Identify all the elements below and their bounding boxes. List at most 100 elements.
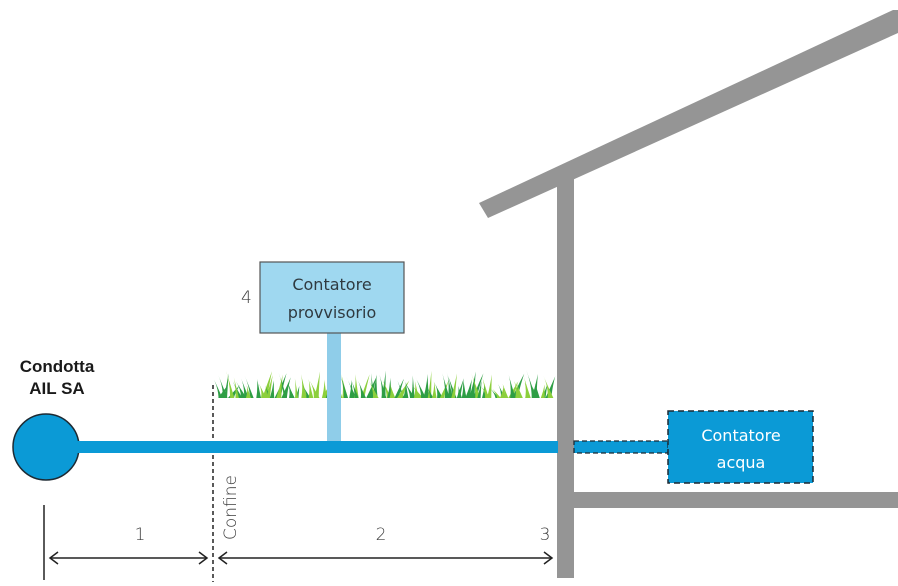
grass-blade: [514, 380, 521, 398]
grass-blade: [427, 370, 432, 398]
grass-blade: [339, 372, 348, 398]
grass-blade: [302, 381, 307, 398]
grass-blade: [281, 377, 291, 398]
temporary-meter-number: 4: [241, 288, 252, 308]
grass-blade: [368, 380, 379, 398]
grass-blade: [447, 375, 454, 398]
grass-blade: [266, 375, 273, 398]
grass-blade: [439, 381, 449, 398]
grass-blade: [431, 381, 437, 398]
grass-blade: [508, 375, 516, 398]
grass-blade: [309, 379, 320, 398]
grass-blade: [482, 384, 486, 398]
grass-blade: [465, 379, 472, 398]
grass-blade: [543, 375, 554, 398]
service-pipe: [76, 441, 558, 453]
grass-blade: [349, 379, 354, 398]
grass-blade: [397, 380, 410, 398]
grass-blade: [256, 378, 261, 398]
grass-blade: [502, 383, 509, 398]
indoor-pipe: [573, 440, 669, 454]
grass-blade: [414, 376, 426, 398]
building-wall: [557, 178, 574, 578]
dimension-arrow-2: [217, 551, 554, 565]
grass-blade: [523, 377, 531, 398]
boundary-label: Confine: [221, 475, 241, 540]
grass-blade: [535, 383, 540, 398]
grass-blade: [245, 385, 251, 398]
grass-blade: [341, 374, 349, 398]
grass-blade: [308, 378, 314, 398]
grass-blade: [287, 382, 295, 398]
water-meter-label-line1: Contatore: [701, 426, 780, 445]
grass-blade: [366, 375, 377, 398]
temporary-meter-label-line1: Contatore: [292, 275, 371, 294]
grass-blade: [402, 378, 415, 398]
grass-blade: [526, 370, 537, 398]
grass-blade: [456, 385, 463, 398]
temporary-meter-box: [259, 261, 405, 334]
segment-3-label: 3: [540, 525, 551, 545]
grass-blade: [294, 378, 299, 398]
grass-blade: [371, 374, 378, 398]
dimension-arrow-1: [48, 551, 209, 565]
grass-blade: [233, 377, 239, 398]
grass-blade: [314, 371, 321, 398]
grass-blade: [530, 383, 539, 398]
grass-blade: [262, 371, 273, 398]
temporary-meter-label-line2: provvisorio: [288, 303, 377, 322]
grass-blade: [259, 383, 267, 398]
building-roof: [479, 10, 898, 218]
grass-blade: [410, 383, 424, 398]
grass-blade: [489, 385, 501, 398]
grass-blade: [403, 382, 408, 398]
water-meter-box: [667, 410, 814, 484]
main-pipe-label-line1: Condotta: [20, 357, 95, 376]
grass-blade: [426, 385, 434, 398]
grass-blade: [394, 378, 404, 398]
grass-blade: [301, 374, 308, 398]
grass-blade: [381, 376, 391, 398]
grass-blade: [478, 383, 492, 398]
grass-blade: [361, 374, 370, 398]
grass-blade: [381, 370, 386, 398]
grass-blade: [276, 374, 283, 398]
grass-blade: [350, 379, 359, 398]
grass-blade: [540, 384, 545, 398]
grass-blade: [302, 384, 311, 398]
building-floor: [574, 492, 898, 508]
grass-blade: [487, 385, 500, 398]
grass-blade: [461, 378, 467, 398]
grass-blade: [451, 373, 457, 398]
grass-blade: [487, 374, 492, 398]
grass-blade: [218, 375, 228, 398]
grass-blade: [512, 373, 525, 398]
water-meter-label-line2: acqua: [717, 453, 766, 472]
grass-blade: [471, 373, 481, 398]
temporary-meter-stem: [327, 333, 341, 441]
grass-blade: [432, 380, 443, 398]
grass-strip: [212, 370, 556, 398]
main-pipe-label-line2: AIL SA: [29, 379, 84, 398]
grass-blade: [442, 373, 450, 398]
grass-blade: [481, 376, 489, 398]
grass-blade: [469, 371, 476, 398]
grass-blade: [223, 373, 229, 398]
grass-blade: [295, 385, 300, 398]
grass-blade: [212, 377, 223, 398]
grass-blade: [423, 373, 430, 398]
segment-2-label: 2: [376, 525, 387, 545]
grass-blade: [499, 385, 506, 398]
grass-blade: [235, 380, 247, 398]
grass-blade: [389, 383, 396, 398]
grass-blade: [244, 375, 254, 398]
grass-blade: [226, 370, 235, 398]
grass-blade: [358, 380, 366, 398]
grass-blade: [477, 380, 482, 398]
grass-blade: [269, 380, 275, 398]
main-pipe-circle: [12, 413, 80, 481]
grass-blade: [241, 378, 249, 398]
segment-1-label: 1: [135, 525, 146, 545]
grass-blade: [411, 375, 415, 398]
